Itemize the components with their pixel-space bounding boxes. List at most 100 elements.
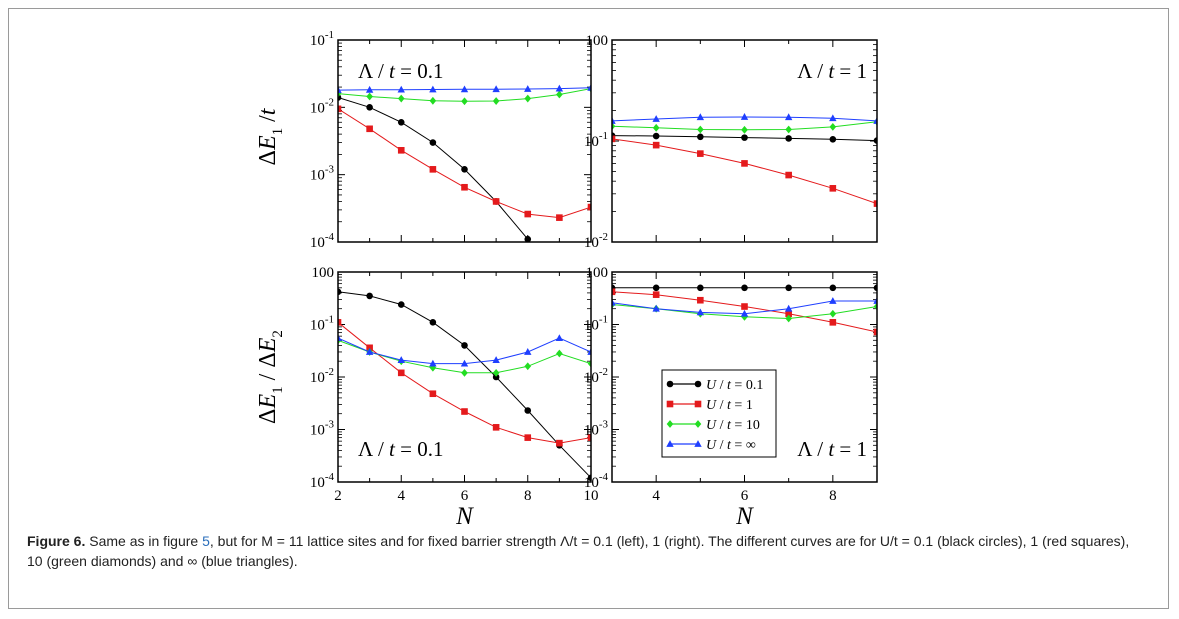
- data-point: [652, 284, 660, 292]
- y-tick-label: 100: [586, 265, 609, 281]
- data-point: [492, 368, 500, 377]
- data-point: [397, 356, 405, 363]
- data-point: [741, 134, 748, 141]
- series-diamond: [612, 117, 877, 134]
- data-point: [873, 297, 877, 304]
- data-point: [492, 356, 500, 363]
- data-point: [612, 298, 616, 306]
- legend-marker-triangle: [694, 440, 702, 447]
- caption-figure-link[interactable]: 5: [202, 533, 210, 549]
- data-point: [524, 210, 532, 218]
- data-point: [785, 135, 792, 142]
- data-point: [555, 84, 564, 92]
- data-point: [697, 133, 704, 141]
- y-tick-label: 10-3: [584, 419, 609, 439]
- data-point: [587, 203, 591, 211]
- data-point: [784, 304, 793, 312]
- data-point: [741, 303, 748, 310]
- data-point: [829, 122, 837, 131]
- data-point: [785, 284, 792, 292]
- x-tick-label: 10: [584, 488, 599, 504]
- x-tick-label: 8: [829, 488, 837, 504]
- caption-post: , but for M = 11 lattice sites and for f…: [27, 533, 1130, 569]
- svg-text:ΔE1 /t: ΔE1 /t: [255, 107, 286, 165]
- data-point: [785, 125, 792, 134]
- data-point: [397, 85, 405, 93]
- legend-marker-triangle: [666, 440, 674, 447]
- x-tick-label: 8: [524, 488, 532, 504]
- panel-annotation: Λ / t = 0.1: [358, 59, 443, 83]
- x-tick-label: 2: [334, 488, 342, 504]
- legend-label: U / t = ∞: [706, 438, 756, 453]
- y-tick-label: 10-1: [584, 314, 608, 334]
- data-point: [785, 171, 792, 179]
- caption-label: Figure 6.: [27, 533, 86, 549]
- panel-annotation: Λ / t = 1: [797, 59, 867, 83]
- data-point: [652, 115, 660, 122]
- series-square: [338, 105, 591, 221]
- data-point: [587, 474, 591, 482]
- data-point: [741, 312, 748, 321]
- data-point: [829, 297, 837, 304]
- data-point: [365, 348, 374, 355]
- data-point: [460, 85, 469, 93]
- data-point: [429, 359, 437, 367]
- data-point: [492, 97, 500, 105]
- data-point: [461, 408, 468, 415]
- caption-pre: Same as in figure: [85, 533, 203, 549]
- data-point: [492, 424, 500, 431]
- data-point: [556, 439, 563, 447]
- data-point: [524, 362, 532, 371]
- data-point: [338, 288, 342, 296]
- plot-frame: [337, 39, 592, 243]
- data-point: [429, 319, 437, 326]
- data-point: [873, 137, 877, 144]
- data-point: [873, 284, 877, 292]
- data-point: [784, 113, 793, 121]
- series-square: [612, 288, 877, 336]
- series-triangle: [612, 297, 877, 317]
- data-point: [697, 296, 704, 304]
- data-point: [696, 113, 705, 121]
- legend-entry: U / t = ∞: [666, 438, 756, 453]
- data-point: [460, 359, 469, 367]
- data-point: [397, 147, 405, 154]
- figure-plots: ΔE1 /t ΔE1 / ΔE2 10-1 10-2 10-3 10-4 Λ / t =…: [255, 29, 878, 530]
- data-point: [556, 349, 563, 358]
- y-tick-label: 10-4: [310, 471, 335, 491]
- legend-marker-square: [666, 400, 674, 408]
- data-point: [461, 342, 468, 349]
- data-point: [366, 344, 373, 352]
- y-tick-label: 10-3: [310, 419, 335, 439]
- y-tick-label: 10-3: [310, 164, 335, 184]
- data-point: [524, 434, 532, 441]
- data-point: [873, 328, 877, 336]
- data-point: [652, 141, 660, 149]
- data-point: [587, 359, 591, 368]
- data-point: [366, 104, 373, 111]
- x-axis-label: N: [455, 503, 474, 530]
- data-point: [741, 284, 748, 292]
- y-tick-label: 10-2: [310, 96, 334, 116]
- data-point: [873, 302, 877, 311]
- legend: U / t = 0.1 U / t = 1 U / t = 10 U / t = ∞: [661, 369, 777, 458]
- data-point: [397, 369, 405, 377]
- legend-entry: U / t = 1: [666, 398, 753, 413]
- data-point: [492, 85, 500, 93]
- series-triangle: [612, 113, 877, 124]
- ylabel-top-delta: Δ: [255, 150, 281, 165]
- data-point: [697, 125, 704, 134]
- data-point: [740, 309, 749, 317]
- ylabel-bottom: ΔE1 / ΔE2: [255, 330, 286, 424]
- panel-annotation: Λ / t = 0.1: [358, 437, 443, 461]
- data-point: [829, 114, 837, 122]
- x-tick-label: 6: [741, 488, 749, 504]
- data-point: [429, 390, 437, 398]
- legend-marker-circle: [694, 380, 702, 388]
- y-tick-label: 10-1: [310, 314, 334, 334]
- data-point: [461, 166, 468, 173]
- ylabel-top: ΔE1 /t: [255, 107, 286, 165]
- y-tick-label: 10-2: [584, 366, 608, 386]
- data-point: [461, 183, 468, 191]
- data-point: [338, 86, 342, 94]
